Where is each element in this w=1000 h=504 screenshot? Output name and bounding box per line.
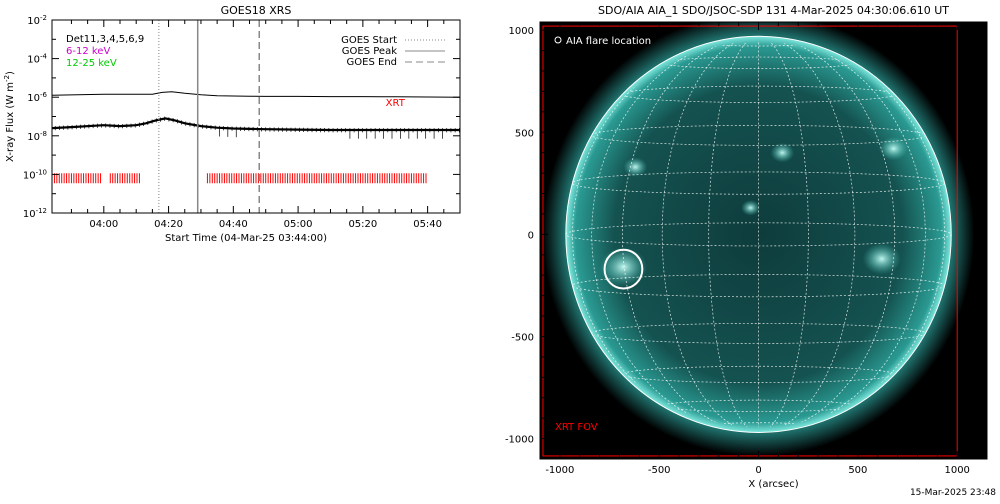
x-tick-label: 05:00 bbox=[284, 219, 313, 230]
legend-band-label: 6-12 keV bbox=[66, 46, 110, 57]
aia-frame bbox=[539, 21, 988, 460]
active-region bbox=[879, 136, 908, 161]
x-tick-label: -500 bbox=[648, 465, 671, 476]
x-tick-label: 04:20 bbox=[154, 219, 183, 230]
longitude-grid-line bbox=[591, 41, 759, 428]
longitude-grid-line bbox=[758, 41, 896, 428]
legend-line-label: GOES Start bbox=[341, 35, 397, 46]
disk-features bbox=[565, 41, 952, 428]
longitude-grid-line bbox=[758, 41, 809, 428]
y-tick-label: 10-6 bbox=[27, 91, 47, 104]
active-region bbox=[741, 199, 761, 216]
footer-timestamp: 15-Mar-2025 23:48 bbox=[909, 488, 996, 498]
flare-location-circle bbox=[603, 248, 644, 290]
y-tick-label: 10-10 bbox=[23, 168, 47, 181]
y-tick-label: 10-12 bbox=[23, 207, 47, 220]
legend-line-label: GOES End bbox=[347, 57, 397, 68]
y-tick-label: 10-8 bbox=[27, 130, 47, 143]
xrt-fov-label: XRT FOV bbox=[555, 422, 598, 433]
goes-xrs-chart: GOES18 XRS 10-2 10-4 10-6 10-8 10-10 10-12 04:0… bbox=[3, 4, 461, 244]
flare-legend-label: AIA flare location bbox=[566, 36, 651, 47]
series-line-long-channel bbox=[51, 91, 461, 98]
active-region bbox=[623, 157, 648, 177]
y-tick-label: 10-4 bbox=[27, 53, 47, 66]
active-region bbox=[599, 247, 648, 287]
x-tick-label: -1000 bbox=[545, 465, 574, 476]
aia-title: SDO/AIA AIA_1 SDO/JSOC-SDP 131 4-Mar-202… bbox=[598, 4, 949, 17]
detectors-label: Det11,3,4,5,6,9 bbox=[66, 34, 144, 45]
y-tick-label: 500 bbox=[515, 128, 534, 139]
x-tick-label: 05:20 bbox=[348, 219, 377, 230]
x-tick-label: 500 bbox=[848, 465, 867, 476]
plot-frame bbox=[51, 19, 461, 214]
aia-image-panel: SDO/AIA AIA_1 SDO/JSOC-SDP 131 4-Mar-202… bbox=[490, 0, 1000, 500]
x-tick-label: 0 bbox=[755, 465, 761, 476]
flare-legend-symbol bbox=[554, 36, 562, 44]
xrt-fov-box bbox=[542, 25, 958, 457]
x-tick-label: 05:40 bbox=[413, 219, 442, 230]
chart-title: GOES18 XRS bbox=[221, 4, 292, 17]
y-tick-label: 1000 bbox=[509, 26, 534, 37]
solar-disk bbox=[565, 36, 952, 433]
longitude-grid-line bbox=[661, 41, 759, 428]
y-tick-label: 0 bbox=[528, 230, 534, 241]
active-region bbox=[862, 243, 901, 275]
xrt-label: XRT bbox=[386, 98, 406, 109]
y-axis-label: X-ray Flux (W m-2) bbox=[3, 71, 16, 162]
legend-band-label: 12-25 keV bbox=[66, 58, 117, 69]
x-tick-label: 04:40 bbox=[219, 219, 248, 230]
solar-limb bbox=[565, 35, 952, 433]
active-region bbox=[770, 142, 795, 163]
x-axis-label: Start Time (04-Mar-25 03:44:00) bbox=[165, 233, 327, 244]
y-tick-label: 10-2 bbox=[27, 14, 47, 27]
series-line-short-channel bbox=[51, 117, 460, 132]
aia-solar-image: SDO/AIA AIA_1 SDO/JSOC-SDP 131 4-Mar-202… bbox=[505, 4, 988, 490]
y-tick-label: -500 bbox=[511, 332, 534, 343]
x-axis-label: X (arcsec) bbox=[748, 479, 798, 490]
x-tick-label: 1000 bbox=[944, 465, 969, 476]
x-tick-label: 04:00 bbox=[89, 219, 118, 230]
goes-xrs-plot: GOES18 XRS 10-2 10-4 10-6 10-8 10-10 10-12 04:0… bbox=[0, 0, 470, 250]
longitude-grid-line bbox=[758, 41, 856, 428]
y-tick-label: -1000 bbox=[505, 435, 534, 446]
longitude-grid-line bbox=[708, 41, 759, 428]
longitude-grid-line bbox=[621, 41, 759, 428]
legend-line-label: GOES Peak bbox=[342, 46, 397, 57]
longitude-grid-line bbox=[758, 41, 926, 428]
aia-image-group: XRT FOV AIA flare location bbox=[540, 22, 987, 459]
